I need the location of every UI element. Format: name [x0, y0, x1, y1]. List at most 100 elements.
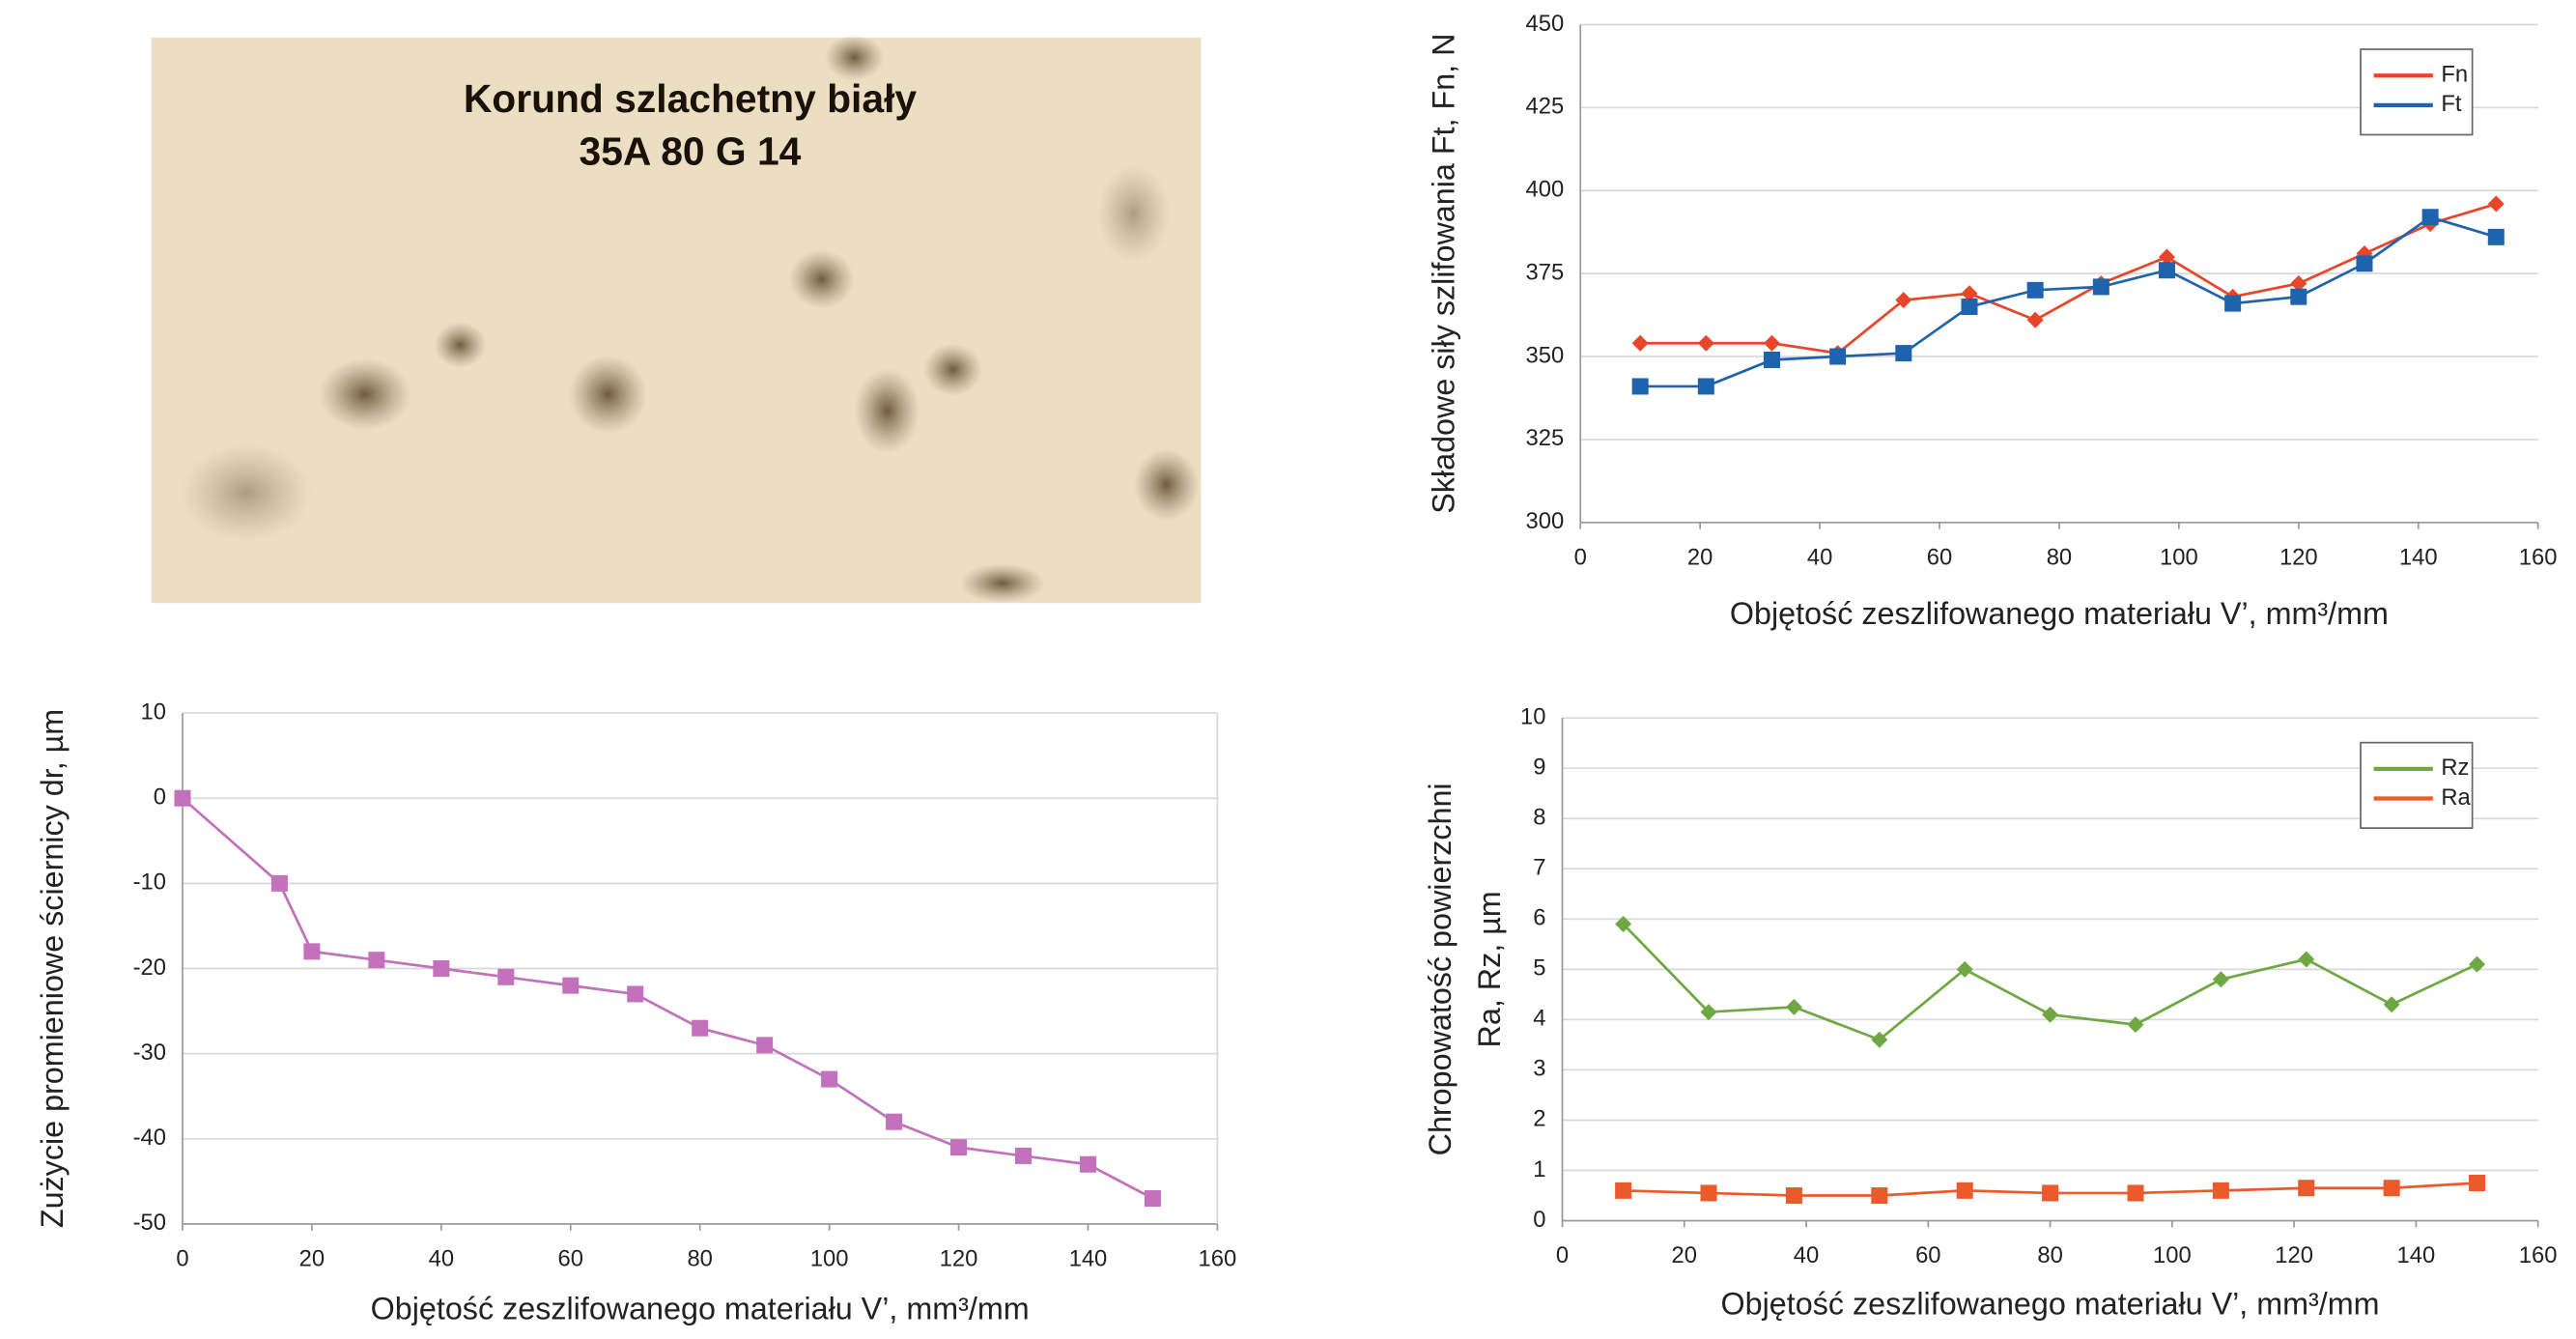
marker — [886, 1113, 903, 1130]
y-axis-label: Ra, Rz, µm — [1472, 891, 1507, 1047]
marker — [2042, 1184, 2059, 1202]
x-tick-label: 60 — [558, 1246, 583, 1272]
y-tick-label: 7 — [1533, 855, 1545, 881]
marker — [1871, 1187, 1888, 1205]
marker — [2127, 1016, 2144, 1034]
y-tick-label: 10 — [1520, 703, 1545, 729]
marker — [1697, 378, 1714, 395]
marker — [270, 874, 288, 892]
marker — [1631, 378, 1649, 395]
marker — [497, 968, 515, 985]
marker — [1144, 1190, 1161, 1208]
marker — [2158, 262, 2175, 279]
marker — [2383, 1180, 2400, 1197]
x-tick-label: 80 — [687, 1246, 712, 1272]
marker — [174, 789, 191, 807]
x-axis-label: Objętość zeszlifowanego materiału V’, mm… — [371, 1292, 1030, 1326]
y-tick-label: 6 — [1533, 905, 1545, 931]
x-tick-label: 0 — [1556, 1242, 1569, 1268]
image-label: Korund szlachetny biały — [464, 76, 918, 121]
x-tick-label: 40 — [429, 1246, 454, 1272]
marker — [1763, 351, 1781, 368]
legend-label: Ft — [2441, 91, 2462, 117]
y-axis-label: Składowe siły szlifowania Ft, Fn, N — [1426, 34, 1460, 514]
y-tick-label: 0 — [154, 783, 166, 810]
marker — [368, 952, 385, 969]
marker — [2212, 1182, 2229, 1199]
marker — [627, 985, 644, 1003]
marker — [2421, 209, 2439, 226]
marker — [2469, 955, 2486, 973]
x-tick-label: 160 — [2519, 1242, 2558, 1268]
y-tick-label: 400 — [1525, 177, 1564, 203]
x-tick-label: 120 — [2275, 1242, 2313, 1268]
y-tick-label: -50 — [133, 1210, 166, 1236]
series-line — [1640, 202, 2497, 356]
marker — [1895, 345, 1912, 362]
legend-label: Rz — [2441, 755, 2469, 781]
marker — [1956, 960, 1973, 978]
y-tick-label: -40 — [133, 1125, 166, 1151]
marker — [1785, 1187, 1802, 1205]
y-tick-label: 9 — [1533, 754, 1545, 780]
marker — [2026, 281, 2044, 299]
series-line — [182, 797, 1154, 1200]
marker — [1615, 1182, 1632, 1199]
marker — [2212, 971, 2229, 988]
x-tick-label: 120 — [940, 1246, 978, 1272]
y-tick-label: 350 — [1525, 342, 1564, 368]
marker — [1615, 916, 1632, 933]
series-line — [1640, 215, 2497, 388]
marker — [2298, 1180, 2315, 1197]
y-tick-label: -10 — [133, 869, 166, 896]
marker — [2026, 311, 2044, 328]
marker — [1871, 1031, 1888, 1048]
marker — [1700, 1184, 1717, 1202]
marker — [756, 1037, 774, 1054]
x-tick-label: 0 — [176, 1246, 188, 1272]
x-tick-label: 160 — [2519, 544, 2558, 570]
y-axis-label: Chropowatość powierzchni — [1423, 783, 1458, 1155]
marker — [1956, 1182, 1973, 1199]
legend-box — [2360, 48, 2474, 136]
y-tick-label: 4 — [1533, 1006, 1545, 1032]
marker — [1961, 299, 1978, 316]
x-axis-label: Objętość zeszlifowanego materiału V’, mm… — [1730, 596, 2389, 631]
marker — [821, 1070, 838, 1088]
legend-label: Ra — [2441, 784, 2471, 811]
x-tick-label: 140 — [2397, 1242, 2436, 1268]
x-tick-label: 140 — [2399, 544, 2438, 570]
x-tick-label: 20 — [1672, 1242, 1697, 1268]
x-tick-label: 100 — [810, 1246, 849, 1272]
legend-label: Fn — [2441, 62, 2468, 88]
marker — [1079, 1155, 1096, 1173]
marker — [562, 977, 580, 994]
x-tick-label: 160 — [1199, 1246, 1237, 1272]
y-tick-label: 2 — [1533, 1106, 1545, 1132]
x-tick-label: 60 — [1927, 544, 1952, 570]
y-tick-label: 450 — [1525, 11, 1564, 37]
image-label: 35A 80 G 14 — [580, 129, 802, 174]
marker — [2224, 295, 2242, 312]
marker — [2127, 1184, 2144, 1202]
x-axis-label: Objętość zeszlifowanego materiału V’, mm… — [1721, 1287, 2380, 1322]
marker — [1763, 334, 1781, 352]
marker — [2298, 951, 2315, 968]
marker — [2290, 288, 2307, 305]
x-tick-label: 40 — [1807, 544, 1832, 570]
x-tick-label: 0 — [1574, 544, 1587, 570]
marker — [433, 960, 450, 978]
x-tick-label: 100 — [2160, 544, 2198, 570]
marker — [950, 1139, 968, 1156]
y-axis-label: Zużycie promieniowe ściernicy dr, µm — [35, 709, 70, 1228]
y-tick-label: 300 — [1525, 508, 1564, 534]
x-tick-label: 140 — [1069, 1246, 1108, 1272]
marker — [2383, 996, 2400, 1013]
y-tick-label: -20 — [133, 954, 166, 981]
x-tick-label: 80 — [2047, 544, 2072, 570]
marker — [2158, 248, 2175, 266]
x-tick-label: 40 — [1794, 1242, 1819, 1268]
marker — [2469, 1175, 2486, 1192]
